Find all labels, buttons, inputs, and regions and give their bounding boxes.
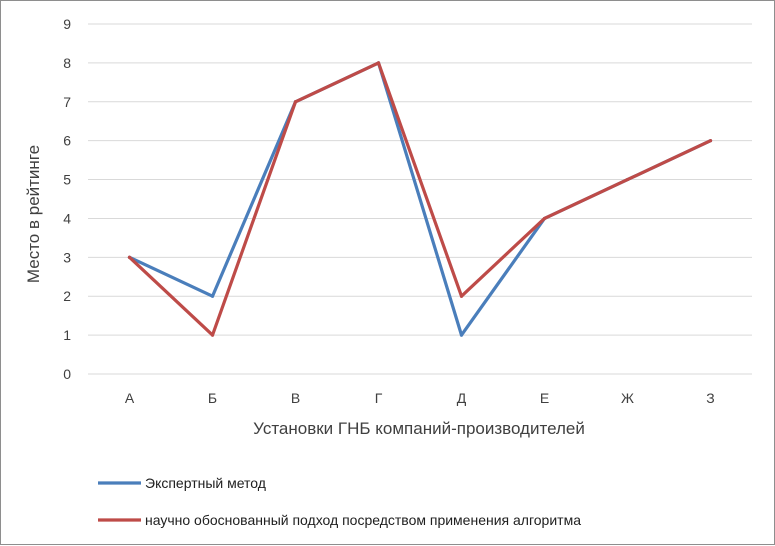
legend: Экспертный метод научно обоснованный подх…	[98, 475, 581, 528]
data-point	[210, 294, 215, 298]
y-tick-label: 4	[63, 210, 71, 226]
x-tick-label: В	[291, 390, 300, 406]
data-point	[293, 100, 298, 104]
y-tick-label: 1	[63, 327, 71, 343]
x-axis-title: Установки ГНБ компаний-производителей	[253, 419, 585, 438]
data-point	[542, 216, 547, 221]
y-axis-title: Место в рейтинге	[24, 145, 43, 283]
series-line-2	[127, 61, 713, 337]
data-point	[625, 177, 630, 182]
legend-label-1: Экспертный метод	[145, 475, 266, 491]
x-tick-label: Б	[208, 390, 217, 406]
series-line-1	[127, 61, 713, 337]
x-tick-label: Е	[540, 390, 549, 406]
x-axis-ticks: А Б В Г Д Е Ж З	[125, 390, 715, 406]
y-tick-label: 5	[63, 172, 71, 188]
data-point	[127, 255, 132, 259]
data-point	[459, 333, 464, 337]
series-lines	[127, 61, 713, 337]
y-tick-label: 9	[63, 16, 71, 32]
y-tick-label: 3	[63, 249, 71, 265]
data-point	[708, 139, 713, 143]
data-point	[376, 61, 381, 65]
y-axis-ticks: 0 1 2 3 4 5 6 7 8 9	[63, 16, 71, 382]
y-tick-label: 6	[63, 133, 71, 149]
y-tick-label: 7	[63, 94, 71, 110]
x-tick-label: Ж	[621, 390, 634, 406]
x-tick-label: Г	[375, 390, 383, 406]
y-tick-label: 0	[63, 366, 71, 382]
legend-label-2: научно обоснованный подход посредством п…	[145, 512, 581, 528]
x-tick-label: З	[706, 390, 714, 406]
x-tick-label: А	[125, 390, 135, 406]
x-tick-label: Д	[457, 390, 467, 406]
data-point	[459, 294, 464, 298]
data-point	[210, 333, 215, 337]
y-tick-label: 2	[63, 288, 71, 304]
y-tick-label: 8	[63, 55, 71, 71]
